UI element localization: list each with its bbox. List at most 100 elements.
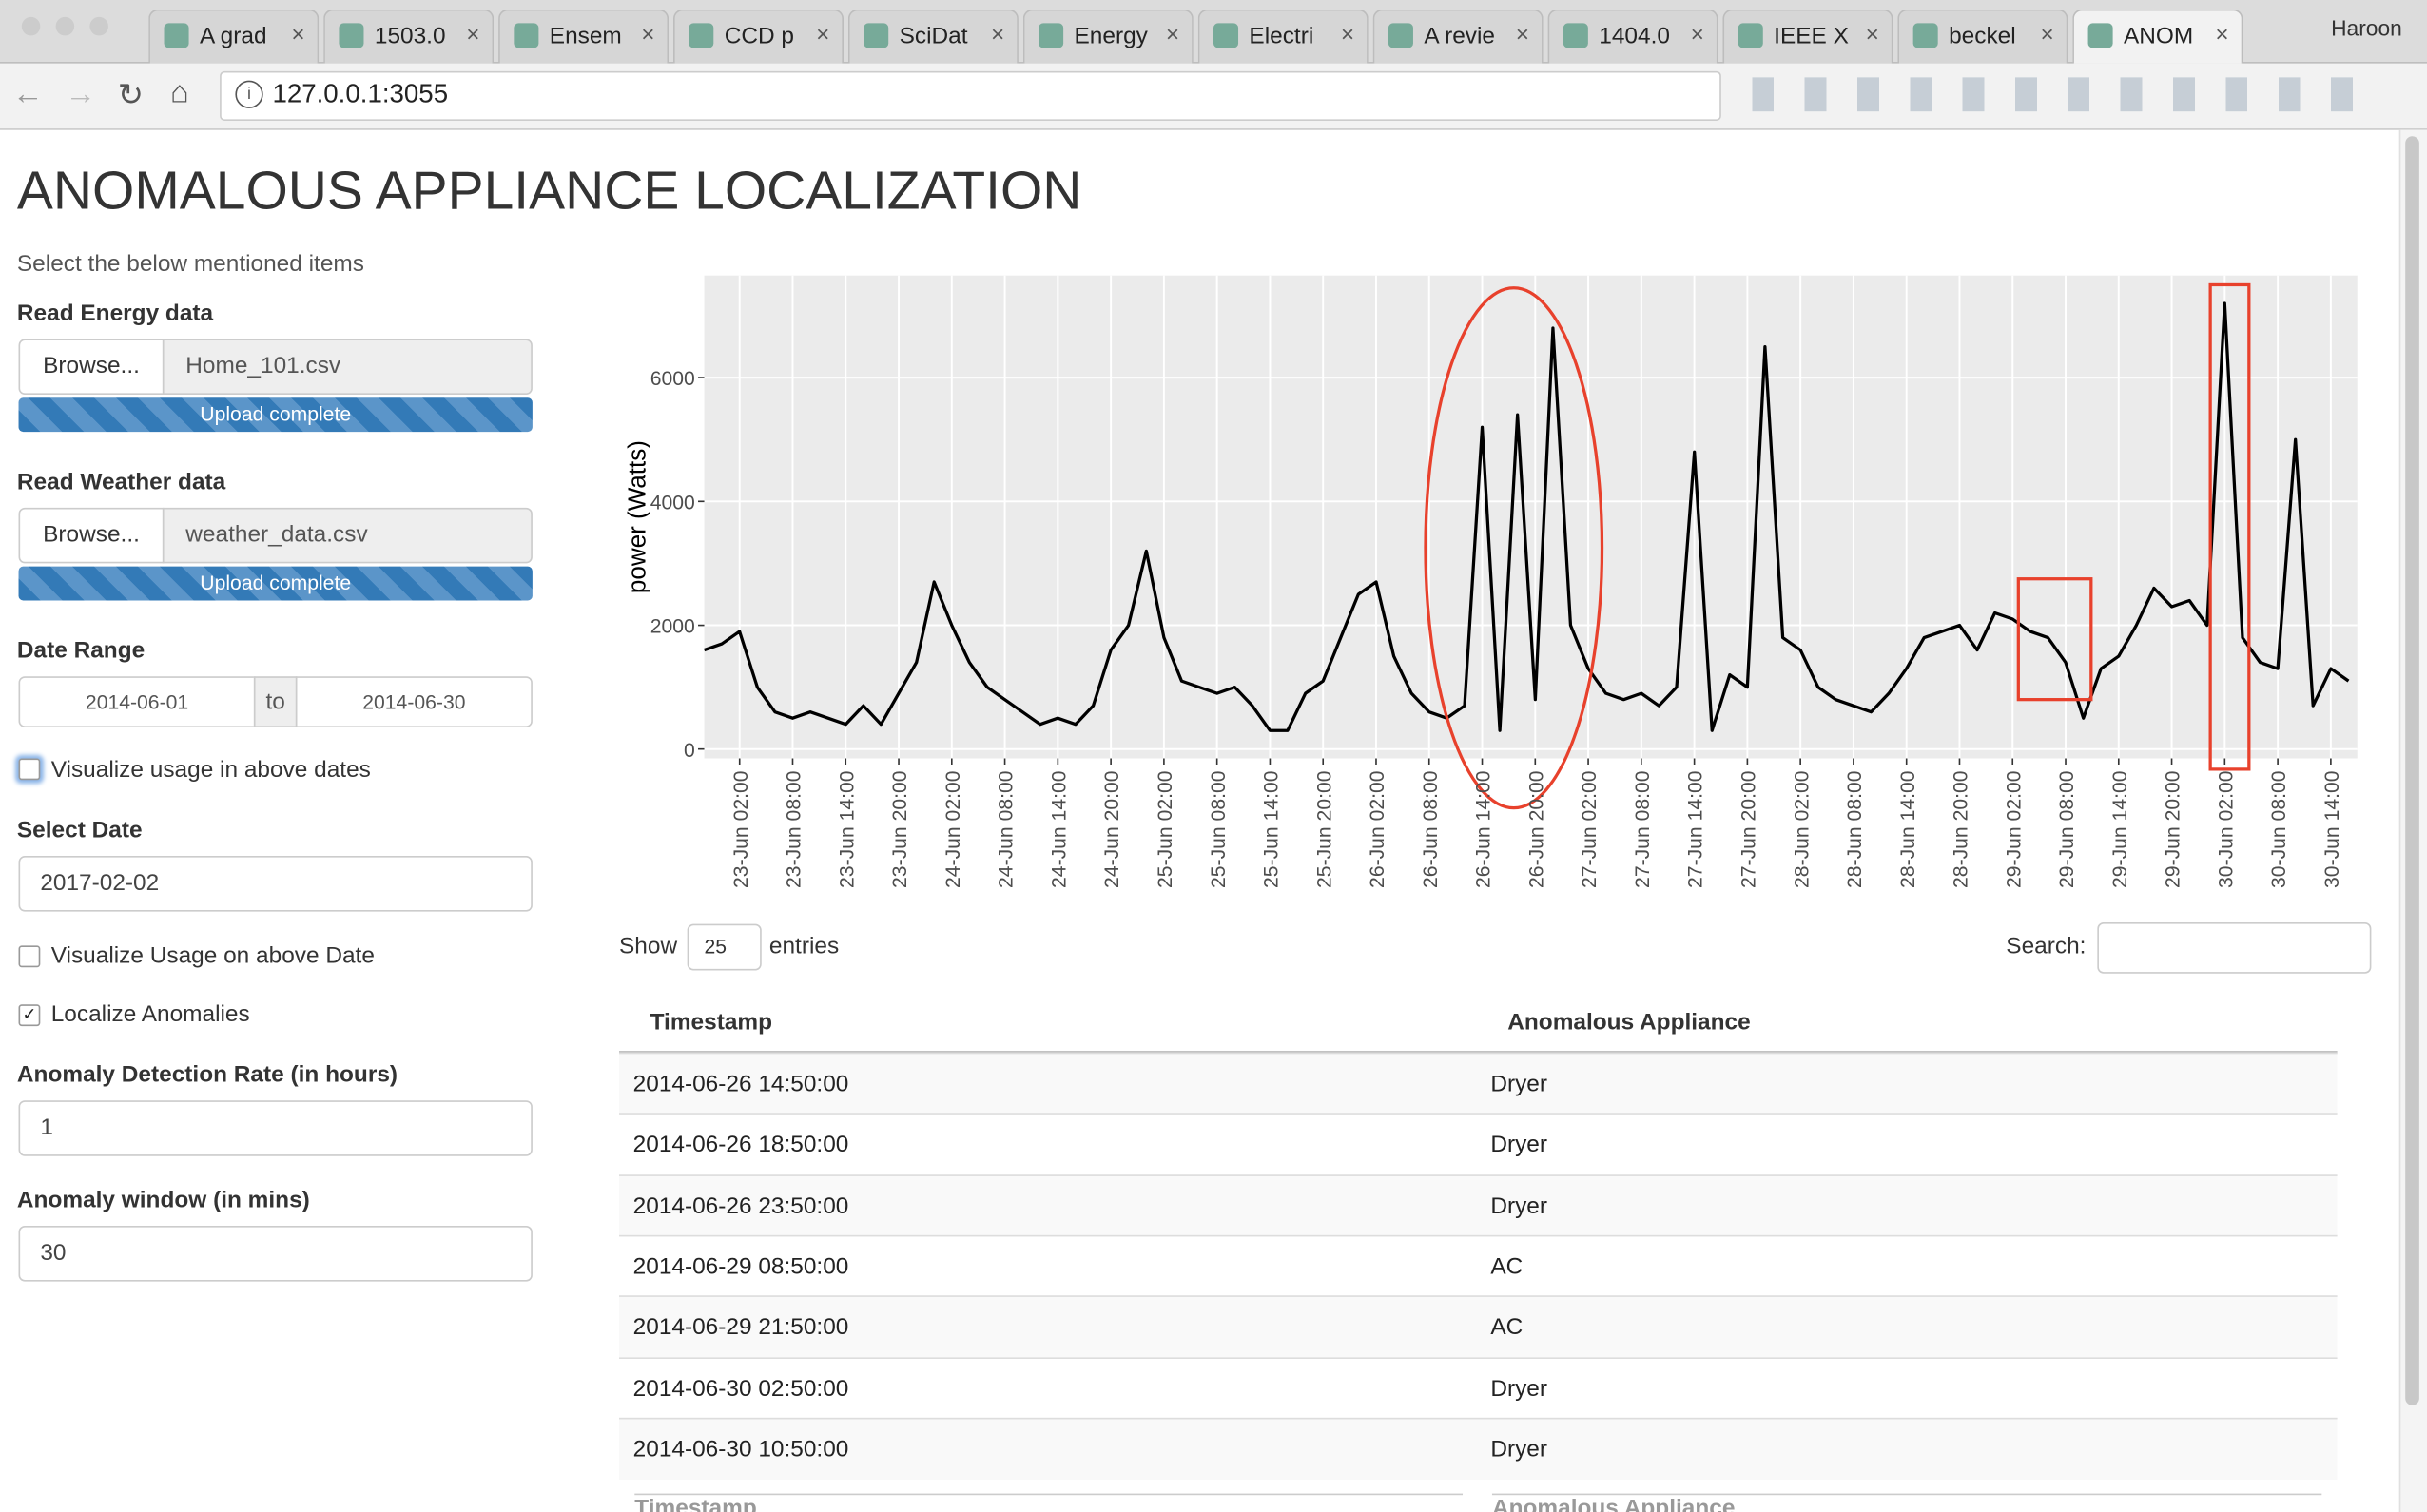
- x-tick-label: 27-Jun 20:00: [1738, 771, 1760, 888]
- label: Anomaly Detection Rate (in hours): [16, 1061, 398, 1089]
- table-row: 2014-06-29 08:50:00 AC: [619, 1234, 2338, 1297]
- tab-title: ANOM: [2124, 23, 2194, 50]
- tab-close: ×: [2215, 21, 2229, 48]
- x-tick-label: 29-Jun 02:00: [2003, 771, 2025, 888]
- x-tick-label: 24-Jun 14:00: [1048, 771, 1070, 888]
- url[interactable]: 127.0.0.1:3055: [272, 79, 449, 108]
- tab-close: ×: [1690, 21, 1704, 48]
- checkbox[interactable]: [18, 758, 41, 781]
- tab[interactable]: IEEE X ×: [1722, 9, 1893, 64]
- date-separator: to: [253, 676, 298, 727]
- tab-title: Electri: [1249, 23, 1314, 50]
- table-row: 2014-06-29 21:50:00 AC: [619, 1295, 2338, 1358]
- extensions[interactable]: [1733, 77, 2384, 112]
- tab-close: ×: [1515, 21, 1530, 48]
- number-input[interactable]: 30: [18, 1226, 533, 1282]
- tab[interactable]: beckel ×: [1897, 9, 2068, 64]
- table-row: 2014-06-26 18:50:00 Dryer: [619, 1113, 2338, 1175]
- column-header[interactable]: Anomalous Appliance: [1507, 1009, 1751, 1036]
- tab-icon: [1214, 23, 1239, 48]
- date-input[interactable]: 2014-06-01: [18, 676, 256, 727]
- annotation-ellipse: [1424, 286, 1604, 810]
- x-tick-label: 30-Jun 08:00: [2268, 771, 2290, 888]
- window-button[interactable]: [55, 16, 75, 36]
- forward-button[interactable]: →: [65, 77, 96, 112]
- label: Anomaly window (in mins): [16, 1187, 310, 1213]
- cell: Dryer: [1490, 1375, 1548, 1402]
- tab-icon: [1039, 23, 1064, 48]
- y-tick-label: 0: [684, 740, 695, 762]
- x-tick-label: 26-Jun 08:00: [1420, 771, 1442, 888]
- tab-close: ×: [466, 21, 480, 48]
- checkbox-label[interactable]: Visualize usage in above dates: [50, 756, 371, 784]
- x-tick-label: 30-Jun 02:00: [2215, 771, 2237, 888]
- reload-button[interactable]: ↻: [117, 79, 144, 113]
- tab-close: ×: [291, 21, 305, 48]
- browse-button[interactable]: Browse...: [18, 507, 165, 564]
- tab[interactable]: Energy ×: [1022, 9, 1194, 64]
- tab-close: ×: [1865, 21, 1879, 48]
- upload-progress: Upload complete: [18, 397, 533, 433]
- checkbox[interactable]: ✓: [18, 1004, 41, 1027]
- annotation-rect: [2208, 282, 2251, 771]
- tab-title: Ensem: [549, 23, 622, 50]
- tab[interactable]: A grad ×: [148, 9, 320, 64]
- profile[interactable]: Haroon: [2331, 15, 2402, 41]
- file-name: weather_data.csv: [162, 507, 533, 564]
- checkbox-label[interactable]: Localize Anomalies: [50, 1001, 250, 1028]
- x-tick-label: 23-Jun 02:00: [730, 771, 752, 888]
- info-icon[interactable]: i: [235, 80, 263, 108]
- column-footer: Timestamp: [634, 1493, 1464, 1512]
- tab[interactable]: SciDat ×: [847, 9, 1019, 64]
- x-tick-label: 24-Jun 20:00: [1101, 771, 1123, 888]
- checkbox-label[interactable]: Visualize Usage on above Date: [50, 942, 375, 969]
- label: Date Range: [16, 637, 146, 665]
- date-input[interactable]: 2014-06-30: [295, 676, 533, 727]
- x-tick-label: 29-Jun 08:00: [2056, 771, 2078, 888]
- tab-title: Energy: [1074, 23, 1148, 50]
- cell: 2014-06-30 02:50:00: [632, 1375, 849, 1402]
- x-tick-label: 23-Jun 14:00: [836, 771, 858, 888]
- x-tick-label: 28-Jun 14:00: [1897, 771, 1919, 888]
- label: Read Energy data: [16, 300, 214, 327]
- power-line: [703, 301, 2350, 732]
- column-header[interactable]: Timestamp: [650, 1009, 773, 1036]
- tab-title: beckel: [1949, 23, 2016, 50]
- y-tick-label: 2000: [650, 616, 695, 638]
- tab-icon: [514, 23, 539, 48]
- tab[interactable]: A revie ×: [1372, 9, 1544, 64]
- tab[interactable]: Ensem ×: [498, 9, 670, 64]
- tab[interactable]: Electri ×: [1197, 9, 1369, 64]
- window-button[interactable]: [89, 16, 108, 36]
- window-button[interactable]: [21, 16, 41, 36]
- back-button[interactable]: ←: [12, 77, 44, 112]
- tab-icon: [2087, 23, 2113, 48]
- upload-progress: Upload complete: [18, 566, 533, 601]
- cell: 2014-06-30 10:50:00: [632, 1436, 849, 1463]
- cell: Dryer: [1490, 1132, 1548, 1158]
- length-select[interactable]: 25: [687, 923, 762, 971]
- table-row: 2014-06-26 23:50:00 Dryer: [619, 1173, 2338, 1236]
- tab-close: ×: [1165, 21, 1180, 48]
- tab[interactable]: 1503.0 ×: [323, 9, 495, 64]
- cell: AC: [1490, 1253, 1524, 1280]
- home-button[interactable]: ⌂: [170, 75, 189, 110]
- address-bar[interactable]: [220, 70, 1721, 121]
- tab-title: SciDat: [899, 23, 968, 50]
- tab-icon: [1912, 23, 1938, 48]
- date-input[interactable]: 2017-02-02: [18, 856, 533, 912]
- scroll-thumb[interactable]: [2405, 136, 2419, 1405]
- number-input[interactable]: 1: [18, 1100, 533, 1156]
- checkbox[interactable]: [18, 945, 41, 968]
- search-input[interactable]: [2097, 922, 2372, 974]
- tab[interactable]: ANOM ×: [2072, 9, 2243, 64]
- cell: 2014-06-26 23:50:00: [632, 1192, 849, 1219]
- x-tick-label: 26-Jun 20:00: [1525, 771, 1547, 888]
- tab-close: ×: [991, 21, 1005, 48]
- browse-button[interactable]: Browse...: [18, 339, 165, 396]
- tab[interactable]: CCD p ×: [672, 9, 845, 64]
- x-tick-label: 30-Jun 14:00: [2321, 771, 2343, 888]
- tab[interactable]: 1404.0 ×: [1547, 9, 1718, 64]
